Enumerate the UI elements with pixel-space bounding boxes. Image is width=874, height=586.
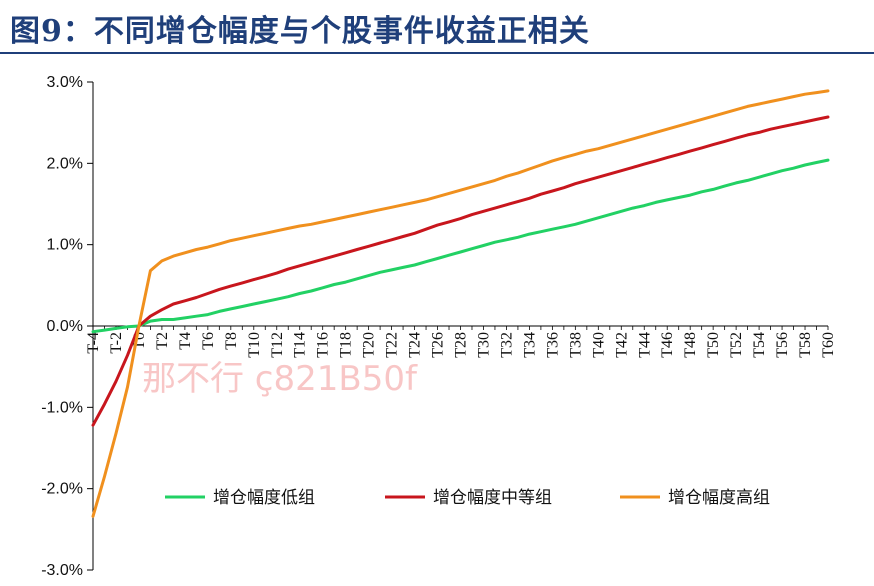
x-tick-label: T2 xyxy=(154,332,171,350)
series-line-2 xyxy=(91,89,830,518)
x-tick-label: T50 xyxy=(705,332,722,358)
series-line-1 xyxy=(91,115,830,427)
x-tick-label: T-2 xyxy=(108,332,125,354)
x-tick-label: T6 xyxy=(200,332,217,350)
y-axis: 3.0% 2.0% 1.0% 0.0% -1.0% -2.0% -3.0% xyxy=(41,74,94,579)
x-tick-label: T16 xyxy=(315,332,332,358)
x-tick-label: T44 xyxy=(636,332,653,358)
y-tick-label: 3.0% xyxy=(47,74,83,91)
x-tick-label: T40 xyxy=(590,332,607,358)
y-tick-label: 2.0% xyxy=(47,155,83,172)
x-tick-label: T-4 xyxy=(85,332,102,354)
y-tick-label: -1.0% xyxy=(41,399,83,416)
x-tick-label: T56 xyxy=(774,332,791,358)
x-axis: T-4 T-2 T0 T2 T4 T6 T8 T10 T12 T14 T16 T18 T20 T22 T24… xyxy=(85,325,837,358)
x-tick-label: T20 xyxy=(361,332,378,358)
x-tick-label: T26 xyxy=(430,332,447,358)
x-tick-label: T32 xyxy=(498,332,515,358)
x-tick-label: T8 xyxy=(223,332,240,350)
x-tick-label: T28 xyxy=(453,332,470,358)
x-tick-label: T42 xyxy=(613,332,630,358)
y-tick-label: 1.0% xyxy=(47,237,83,254)
title-rule xyxy=(0,52,874,54)
x-tick-label: T36 xyxy=(544,332,561,358)
y-tick-label: -2.0% xyxy=(41,481,83,498)
legend-label: 增仓幅度高组 xyxy=(668,488,770,508)
x-tick-label: T22 xyxy=(384,332,401,358)
series-line-0 xyxy=(91,158,830,334)
x-tick-label: T58 xyxy=(797,332,814,358)
y-tick-label: -3.0% xyxy=(41,562,83,579)
x-tick-label: T24 xyxy=(407,332,424,358)
x-tick-label: T10 xyxy=(246,332,263,358)
legend-label: 增仓幅度低组 xyxy=(213,488,315,508)
x-tick-label: T38 xyxy=(567,332,584,358)
x-tick-label: T34 xyxy=(521,332,538,358)
x-tick-label: T30 xyxy=(475,332,492,358)
y-tick-label: 0.0% xyxy=(47,318,83,335)
legend: 增仓幅度低组 增仓幅度中等组 增仓幅度高组 xyxy=(165,488,770,508)
series-lines xyxy=(91,89,830,518)
x-tick-label: T4 xyxy=(177,332,194,350)
figure-title: 图9：不同增仓幅度与个股事件收益正相关 xyxy=(10,14,590,49)
watermark-text: 那不行 ç821B50f xyxy=(142,359,418,399)
x-tick-label: T46 xyxy=(659,332,676,358)
x-tick-label: T14 xyxy=(292,332,309,358)
x-tick-label: T60 xyxy=(820,332,837,358)
legend-label: 增仓幅度中等组 xyxy=(433,488,552,508)
x-tick-label: T12 xyxy=(269,332,286,358)
x-tick-label: T18 xyxy=(338,332,355,358)
x-tick-label: T52 xyxy=(728,332,745,358)
x-tick-label: T48 xyxy=(682,332,699,358)
x-tick-label: T54 xyxy=(751,332,768,358)
